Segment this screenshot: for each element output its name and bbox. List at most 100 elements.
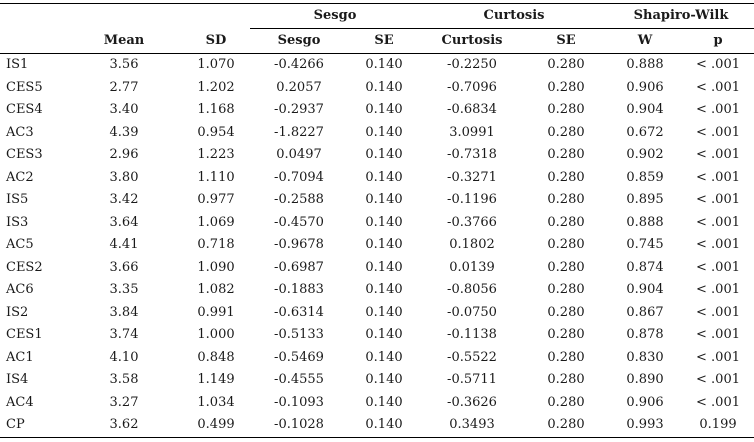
table-row: AC5 4.41 0.718 -0.9678 0.140 0.1802 0.280 0.745… bbox=[0, 234, 754, 257]
cell-sesgo-se: 0.140 bbox=[365, 394, 403, 410]
cell-p: < .001 bbox=[696, 304, 740, 320]
cell-mean: 3.42 bbox=[109, 192, 139, 207]
table-row: CES4 3.40 1.168 -0.2937 0.140 -0.6834 0.280 0.9… bbox=[0, 99, 754, 122]
cell-curtosis-se: 0.280 bbox=[547, 304, 585, 320]
cell-mean: 3.66 bbox=[109, 259, 139, 275]
table-row: CES2 3.66 1.090 -0.6987 0.140 0.0139 0.280 0.87… bbox=[0, 257, 754, 280]
table-row: CES1 3.74 1.000 -0.5133 0.140 -0.1138 0.280 0.8… bbox=[0, 324, 754, 347]
cell-curtosis: -0.0750 bbox=[447, 304, 497, 320]
cell-curtosis: -0.1138 bbox=[447, 327, 497, 342]
cell-sesgo-se: 0.140 bbox=[365, 79, 403, 95]
cell-curtosis: -0.2250 bbox=[447, 57, 497, 72]
cell-curtosis: -0.5522 bbox=[447, 349, 497, 365]
cell-curtosis-se: 0.280 bbox=[547, 124, 585, 140]
cell-sesgo: -0.1883 bbox=[274, 282, 324, 297]
cell-mean: 3.62 bbox=[66, 414, 182, 438]
group-header-blank bbox=[0, 3, 66, 29]
cell-sd: 0.718 bbox=[197, 237, 235, 252]
cell-mean: 3.58 bbox=[109, 372, 139, 387]
table-row: IS3 3.64 1.069 -0.4570 0.140 -0.3766 0.280 0.88… bbox=[0, 212, 754, 235]
cell-curtosis-se: 0.280 bbox=[547, 372, 585, 387]
cell-sd: 1.149 bbox=[197, 372, 235, 387]
column-header-sd: SD bbox=[182, 28, 250, 54]
group-header-blank bbox=[182, 3, 250, 29]
cell-sesgo: -0.6987 bbox=[274, 259, 324, 275]
cell-p: < .001 bbox=[696, 327, 740, 342]
cell-item: IS4 bbox=[6, 372, 29, 387]
cell-sd: 1.223 bbox=[197, 147, 235, 162]
cell-curtosis: -0.3626 bbox=[447, 394, 497, 410]
cell-curtosis: -0.3271 bbox=[447, 169, 497, 185]
column-header-curtosis-se: SE bbox=[524, 28, 608, 54]
cell-curtosis-se: 0.280 bbox=[547, 169, 585, 185]
cell-curtosis-se: 0.280 bbox=[547, 327, 585, 342]
cell-w: 0.906 bbox=[626, 394, 664, 410]
group-header-sesgo: Sesgo bbox=[250, 3, 420, 29]
cell-mean: 4.39 bbox=[109, 124, 139, 140]
cell-w: 0.867 bbox=[626, 304, 664, 320]
cell-curtosis-se: 0.280 bbox=[547, 237, 585, 252]
cell-item: IS1 bbox=[6, 57, 29, 72]
cell-mean: 3.80 bbox=[109, 169, 139, 185]
table-row: AC4 3.27 1.034 -0.1093 0.140 -0.3626 0.280 0.90… bbox=[0, 392, 754, 415]
cell-sesgo: -0.6314 bbox=[274, 304, 324, 320]
cell-curtosis-se: 0.280 bbox=[547, 192, 585, 207]
cell-sesgo: 0.0497 bbox=[276, 147, 322, 162]
cell-p: < .001 bbox=[696, 394, 740, 410]
cell-curtosis-se: 0.280 bbox=[524, 414, 608, 438]
cell-p: < .001 bbox=[696, 124, 740, 140]
cell-sd: 1.034 bbox=[197, 394, 235, 410]
cell-sd: 1.090 bbox=[197, 259, 235, 275]
cell-sesgo-se: 0.140 bbox=[365, 57, 403, 72]
cell-sd: 1.000 bbox=[197, 327, 235, 342]
cell-w: 0.906 bbox=[626, 79, 664, 95]
cell-w: 0.830 bbox=[626, 349, 664, 365]
cell-curtosis: -0.7318 bbox=[447, 147, 497, 162]
column-header-w: W bbox=[608, 28, 682, 54]
cell-item: IS5 bbox=[6, 192, 29, 207]
cell-sesgo: -0.5469 bbox=[274, 349, 324, 365]
cell-sd: 0.848 bbox=[197, 349, 235, 365]
cell-sd: 1.202 bbox=[197, 79, 235, 95]
table-row: IS5 3.42 0.977 -0.2588 0.140 -0.1196 0.280 0.89… bbox=[0, 189, 754, 212]
cell-mean: 4.10 bbox=[109, 349, 139, 365]
cell-sesgo: -0.2937 bbox=[274, 102, 324, 117]
cell-mean: 3.35 bbox=[109, 282, 139, 297]
cell-sesgo-se: 0.140 bbox=[365, 304, 403, 320]
table-body: IS1 3.56 1.070 -0.4266 0.140 -0.2250 0.280 0.88… bbox=[0, 54, 754, 438]
cell-sesgo: -0.1028 bbox=[250, 414, 348, 438]
cell-p: < .001 bbox=[696, 57, 740, 72]
cell-curtosis: -0.5711 bbox=[447, 372, 497, 387]
cell-item: CES1 bbox=[6, 327, 43, 342]
cell-w: 0.895 bbox=[626, 192, 664, 207]
table-header: Sesgo Curtosis Shapiro-Wilk Mean SD Sesgo S… bbox=[0, 3, 754, 54]
table-row: AC2 3.80 1.110 -0.7094 0.140 -0.3271 0.280 0.85… bbox=[0, 167, 754, 190]
cell-item: AC1 bbox=[6, 349, 34, 365]
cell-w: 0.888 bbox=[626, 57, 664, 72]
cell-curtosis: -0.3766 bbox=[447, 214, 497, 230]
table-row: AC1 4.10 0.848 -0.5469 0.140 -0.5522 0.280 0.83… bbox=[0, 347, 754, 370]
cell-item: IS3 bbox=[6, 214, 29, 230]
cell-w: 0.993 bbox=[608, 414, 682, 438]
column-header-curtosis: Curtosis bbox=[420, 28, 524, 54]
cell-item: AC4 bbox=[6, 394, 34, 410]
cell-mean: 3.64 bbox=[109, 214, 139, 230]
cell-sesgo: -0.4570 bbox=[274, 214, 324, 230]
cell-sesgo-se: 0.140 bbox=[365, 214, 403, 230]
cell-mean: 3.27 bbox=[109, 394, 139, 410]
cell-w: 0.745 bbox=[626, 237, 664, 252]
group-header-blank bbox=[66, 3, 182, 29]
cell-sesgo: -0.9678 bbox=[274, 237, 324, 252]
group-header-curtosis: Curtosis bbox=[420, 3, 608, 29]
cell-curtosis: -0.6834 bbox=[447, 102, 497, 117]
cell-p: < .001 bbox=[696, 147, 740, 162]
cell-w: 0.904 bbox=[626, 102, 664, 117]
cell-p: 0.199 bbox=[682, 414, 754, 438]
column-header-p: p bbox=[682, 28, 754, 54]
cell-w: 0.902 bbox=[626, 147, 664, 162]
cell-curtosis: 0.0139 bbox=[449, 259, 495, 275]
cell-w: 0.672 bbox=[626, 124, 664, 140]
cell-sesgo: -0.5133 bbox=[274, 327, 324, 342]
cell-item: AC6 bbox=[6, 282, 34, 297]
cell-sesgo-se: 0.140 bbox=[348, 414, 420, 438]
